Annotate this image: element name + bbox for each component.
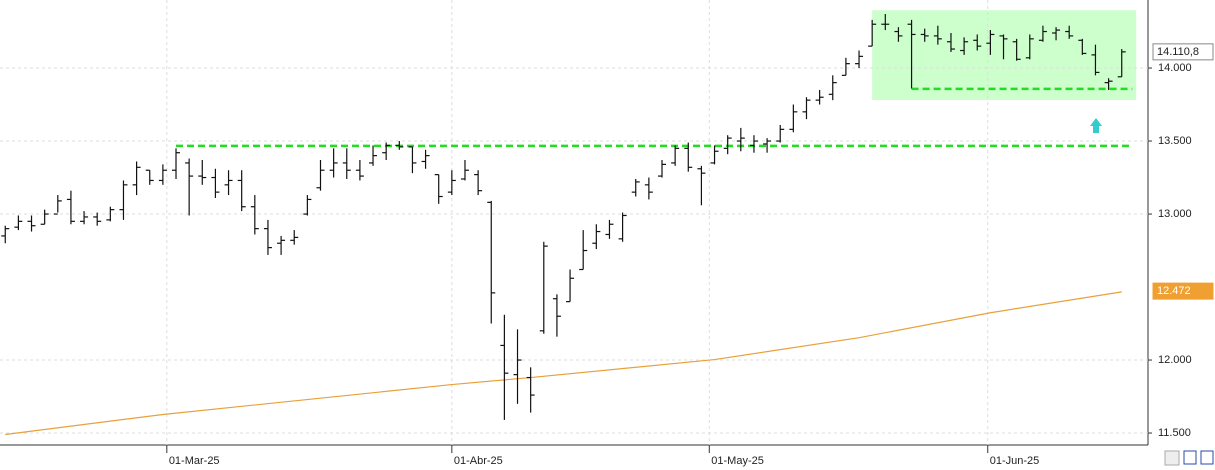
price-tag-label: 14.110,8 <box>1157 46 1199 58</box>
background-layer <box>0 0 1148 445</box>
moving-average <box>5 291 1122 436</box>
save-button[interactable] <box>1183 450 1197 465</box>
up-arrow <box>1090 118 1102 133</box>
price-tag <box>1152 282 1214 300</box>
y-tick-label: 12.000 <box>1158 354 1192 366</box>
x-tick-label: 01-May-25 <box>711 455 764 467</box>
x-tick-label: 01-Abr-25 <box>454 455 503 467</box>
y-tick-label: 13.500 <box>1158 135 1192 147</box>
price-tag-label: 12.472 <box>1157 285 1191 297</box>
x-tick-label: 01-Jun-25 <box>990 455 1040 467</box>
price-tag <box>1152 43 1214 61</box>
y-tick-label: 11.500 <box>1158 427 1191 439</box>
scroll-button[interactable] <box>1164 450 1180 466</box>
y-tick-label: 13.000 <box>1158 208 1192 220</box>
delete-button[interactable] <box>1200 450 1214 465</box>
y-tick-label: 14.000 <box>1158 62 1192 74</box>
x-tick-label: 01-Mar-25 <box>169 455 220 467</box>
